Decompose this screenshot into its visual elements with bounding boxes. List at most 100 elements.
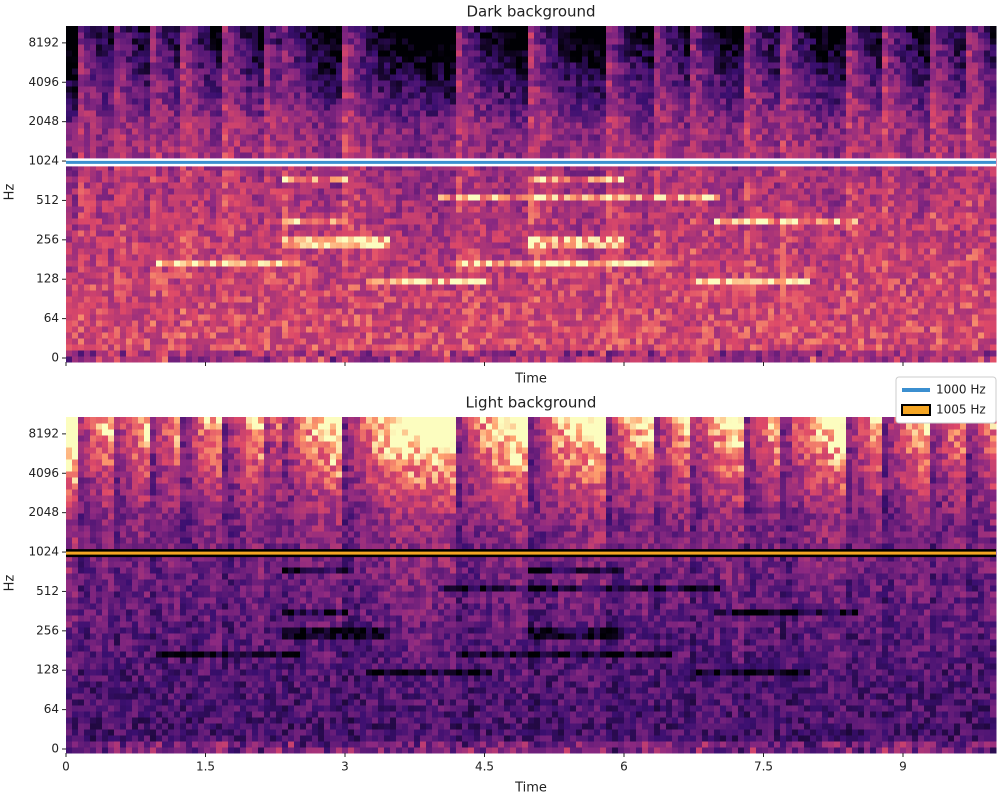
spectrogram-cell [468, 44, 475, 51]
spectrogram-cell [414, 32, 421, 39]
spectrogram-cell [150, 56, 157, 63]
spectrogram-cell [168, 338, 175, 345]
spectrogram-cell [222, 188, 229, 195]
spectrogram-cell [594, 80, 601, 87]
spectrogram-cell [582, 350, 589, 357]
spectrogram-cell [594, 338, 601, 345]
spectrogram-cell [438, 146, 445, 153]
spectrogram-cell [372, 278, 379, 285]
spectrogram-cell [96, 200, 103, 207]
spectrogram-cell [384, 350, 391, 357]
spectrogram-cell [528, 332, 535, 339]
spectrogram-cell [234, 128, 241, 135]
spectrogram-cell [444, 128, 451, 135]
spectrogram-cell [534, 356, 541, 363]
spectrogram-cell [72, 302, 79, 309]
spectrogram-cell [426, 80, 433, 87]
spectrogram-cell [360, 44, 367, 51]
spectrogram-cell [384, 44, 391, 51]
spectrogram-cell [270, 302, 277, 309]
spectrogram-cell [486, 62, 493, 69]
spectrogram-cell [582, 116, 589, 123]
spectrogram-cell [282, 212, 289, 219]
spectrogram-cell [72, 56, 79, 63]
spectrogram-cell [408, 302, 415, 309]
spectrogram-cell [138, 134, 145, 141]
spectrogram-cell [264, 26, 271, 33]
spectrogram-cell [264, 206, 271, 213]
spectrogram-cell [324, 74, 331, 81]
spectrogram-cell [534, 290, 541, 297]
spectrogram-cell [324, 356, 331, 363]
spectrogram-cell [168, 146, 175, 153]
spectrogram-cell [384, 128, 391, 135]
spectrogram-cell [534, 152, 541, 159]
spectrogram-cell [354, 224, 361, 231]
spectrogram-cell [222, 308, 229, 315]
spectrogram-cell [66, 170, 73, 177]
spectrogram-cell [246, 296, 253, 303]
spectrogram-cell [474, 338, 481, 345]
spectrogram-cell [348, 56, 355, 63]
spectrogram-cell [462, 230, 469, 237]
spectrogram-cell [330, 92, 337, 99]
spectrogram-cell [204, 176, 211, 183]
spectrogram-cell [450, 356, 457, 363]
spectrogram-cell [582, 98, 589, 105]
spectrogram-cell [180, 56, 187, 63]
spectrogram-cell [174, 242, 181, 249]
spectrogram-cell [354, 248, 361, 255]
spectrogram-cell [132, 182, 139, 189]
spectrogram-cell [336, 326, 343, 333]
spectrogram-cell [246, 74, 253, 81]
spectrogram-cell [426, 344, 433, 351]
spectrogram-cell [414, 86, 421, 93]
spectrogram-cell [138, 164, 145, 171]
spectrogram-cell [516, 200, 523, 207]
spectrogram-cell [564, 56, 571, 63]
spectrogram-cell [138, 50, 145, 57]
spectrogram-cell [498, 110, 505, 117]
spectrogram-cell [594, 128, 601, 135]
spectrogram-cell [276, 140, 283, 147]
spectrogram-cell [66, 200, 73, 207]
spectrogram-cell [450, 164, 457, 171]
spectrogram-cell [324, 230, 331, 237]
spectrogram-cell [246, 200, 253, 207]
spectrogram-cell [162, 170, 169, 177]
spectrogram-cell [504, 116, 511, 123]
spectrogram-cell [396, 338, 403, 345]
spectrogram-cell [576, 296, 583, 303]
spectrogram-cell [312, 56, 319, 63]
spectrogram-cell [432, 44, 439, 51]
spectrogram-cell [282, 176, 289, 183]
spectrogram-cell [402, 134, 409, 141]
spectrogram-cell [522, 332, 529, 339]
spectrogram-cell [594, 314, 601, 321]
spectrogram-cell [486, 302, 493, 309]
spectrogram-cell [174, 176, 181, 183]
spectrogram-cell [162, 152, 169, 159]
spectrogram-cell [564, 272, 571, 279]
spectrogram-cell [132, 146, 139, 153]
spectrogram-cell [408, 56, 415, 63]
spectrogram-cell [414, 74, 421, 81]
spectrogram-cell [132, 86, 139, 93]
spectrogram-cell [432, 56, 439, 63]
spectrogram-cell [336, 350, 343, 357]
spectrogram-cell [168, 356, 175, 363]
spectrogram-cell [426, 176, 433, 183]
spectrogram-cell [168, 260, 175, 267]
spectrogram-cell [216, 296, 223, 303]
spectrogram-cell [534, 74, 541, 81]
spectrogram-cell [72, 332, 79, 339]
spectrogram-cell [204, 104, 211, 111]
spectrogram-cell [402, 224, 409, 231]
spectrogram-cell [162, 98, 169, 105]
spectrogram-cell [228, 74, 235, 81]
spectrogram-cell [90, 218, 97, 225]
spectrogram-cell [558, 338, 565, 345]
spectrogram-cell [582, 74, 589, 81]
spectrogram-cell [486, 284, 493, 291]
spectrogram-cell [192, 266, 199, 273]
